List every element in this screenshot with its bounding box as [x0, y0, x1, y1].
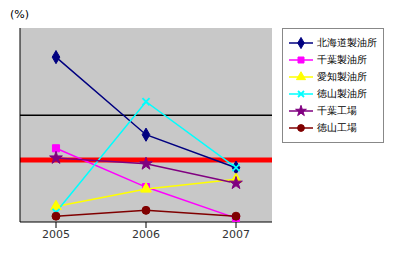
- html-text:千葉工場: 千葉工場: [317, 105, 357, 116]
- html-text:徳山製油所: 徳山製油所: [317, 88, 367, 99]
- svg-text:2005: 2005: [42, 228, 70, 241]
- svg-text:2006: 2006: [132, 228, 160, 241]
- html-text:徳山工場: 徳山工場: [317, 122, 357, 133]
- svg-text:2007: 2007: [222, 228, 250, 241]
- html-text:北海道製油所: 北海道製油所: [317, 37, 377, 48]
- html-text:愛知製油所: 愛知製油所: [317, 71, 367, 82]
- html-text:千葉製油所: 千葉製油所: [317, 54, 367, 65]
